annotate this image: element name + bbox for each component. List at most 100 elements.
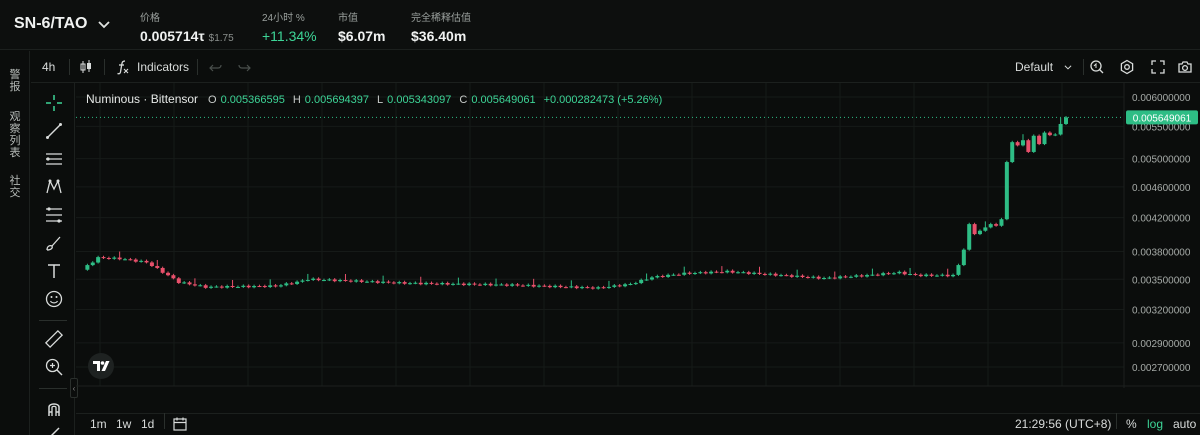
change-label: 24小时 % [262, 13, 305, 24]
price-chart[interactable]: 0.006000000 0.005500000 0.005000000 0.00460… [76, 83, 1200, 408]
price-label: 价格 [140, 13, 160, 24]
candle-body [736, 272, 740, 274]
open-value: 0.005366595 [220, 94, 285, 106]
candle-body [402, 282, 407, 284]
percent-toggle[interactable]: % [1126, 417, 1137, 431]
pair-selector[interactable]: SN-6/TAO [14, 15, 111, 33]
toolbar-divider [104, 59, 105, 75]
candle-body [499, 284, 504, 286]
candle-body [703, 272, 708, 274]
pattern-icon[interactable] [44, 177, 64, 197]
candles-icon[interactable] [78, 51, 94, 83]
log-toggle[interactable]: log [1147, 417, 1164, 431]
layout-selector[interactable]: Default [1015, 51, 1073, 83]
redo-icon[interactable] [236, 51, 252, 83]
toolbar-divider [197, 59, 198, 75]
range-1d[interactable]: 1d [141, 417, 155, 431]
candle-body [327, 279, 332, 281]
candle-body [870, 274, 875, 276]
tab-social[interactable]: 社交 [9, 175, 21, 199]
interval-button[interactable]: 4h [42, 60, 56, 74]
candle-body [477, 284, 482, 286]
brush-icon[interactable] [44, 233, 64, 253]
candle-body [773, 273, 778, 276]
y-tick-label: 0.002700000 [1132, 363, 1191, 374]
candle-body [461, 283, 466, 286]
candle-body [106, 258, 111, 260]
trendline-icon[interactable] [44, 121, 64, 141]
fullscreen-icon[interactable] [1150, 51, 1166, 83]
candle-body [155, 266, 160, 268]
undo-icon[interactable] [208, 51, 224, 83]
drawing-toolbar [31, 83, 75, 435]
candle-body [1064, 117, 1068, 124]
auto-toggle[interactable]: auto [1173, 417, 1197, 431]
tab-watchlist[interactable]: 观察列表 [9, 111, 21, 159]
emoji-icon[interactable] [44, 289, 64, 309]
fib-icon[interactable] [44, 205, 64, 225]
candle-body [601, 287, 606, 289]
crosshair-icon[interactable] [44, 93, 64, 113]
clock-time[interactable]: 21:29:56 (UTC+8) [1015, 417, 1112, 431]
toolbar-divider [69, 59, 70, 75]
quick-search-icon[interactable] [1089, 51, 1105, 83]
mcap-value: $6.07m [338, 28, 386, 44]
candle-body [311, 278, 316, 280]
candle-body [725, 270, 730, 273]
close-value: 0.005649061 [471, 94, 536, 106]
text-icon[interactable] [44, 261, 64, 281]
layout-label: Default [1015, 60, 1054, 74]
camera-icon[interactable] [1177, 51, 1193, 83]
candle-body [391, 282, 396, 284]
zoom-in-icon[interactable] [44, 357, 64, 377]
candle-body [429, 282, 434, 284]
candle-body [133, 259, 138, 262]
candle-body [434, 283, 439, 285]
candle-body [343, 280, 348, 282]
candle-body [789, 275, 794, 277]
horizontal-lines-icon[interactable] [44, 149, 64, 169]
candle-body [714, 271, 719, 273]
candle-body [897, 271, 902, 274]
candle-body [795, 275, 800, 277]
candle-body [682, 272, 687, 275]
collapse-toolbar-button[interactable]: ‹ [70, 378, 78, 398]
candle-body [671, 274, 676, 276]
candle-body [445, 282, 450, 285]
candle-body [112, 257, 117, 259]
change-value: +11.34% [262, 28, 317, 44]
candlestick-chart[interactable]: 0.006000000 0.005500000 0.005000000 0.00460… [76, 83, 1200, 408]
candle-body [660, 276, 665, 278]
ruler-icon[interactable] [44, 329, 64, 349]
candle-body [225, 285, 230, 288]
bottom-divider [164, 413, 165, 429]
magnet-icon[interactable] [44, 399, 64, 419]
candle-body [563, 287, 568, 289]
candle-body [859, 275, 864, 277]
candle-body [381, 281, 386, 283]
tab-alerts[interactable]: 警报 [9, 69, 21, 93]
y-tick-label: 0.003800000 [1132, 247, 1191, 258]
candle-body [117, 257, 122, 260]
lock-drawing-icon[interactable] [44, 423, 64, 435]
chevron-down-icon [1064, 65, 1072, 70]
tradingview-logo[interactable] [88, 353, 114, 379]
candle-body [848, 276, 853, 278]
indicators-button[interactable]: Indicators [115, 51, 189, 83]
y-tick-label: 0.005000000 [1132, 155, 1191, 166]
range-1m[interactable]: 1m [90, 417, 107, 431]
candle-body [687, 272, 692, 274]
candle-body [321, 280, 326, 282]
candle-body [1042, 132, 1047, 145]
calendar-icon[interactable] [172, 416, 188, 435]
settings-icon[interactable] [1119, 51, 1135, 83]
candle-body [472, 283, 477, 285]
candle-body [1015, 142, 1020, 146]
candle-body [741, 272, 746, 274]
candle-body [590, 287, 595, 289]
candle-body [547, 285, 552, 288]
market-header: SN-6/TAO 价格 0.005714τ $1.75 24小时 % +11.34… [0, 0, 1200, 50]
candle-body [289, 283, 294, 285]
range-1w[interactable]: 1w [116, 417, 132, 431]
candle-body [531, 284, 536, 287]
